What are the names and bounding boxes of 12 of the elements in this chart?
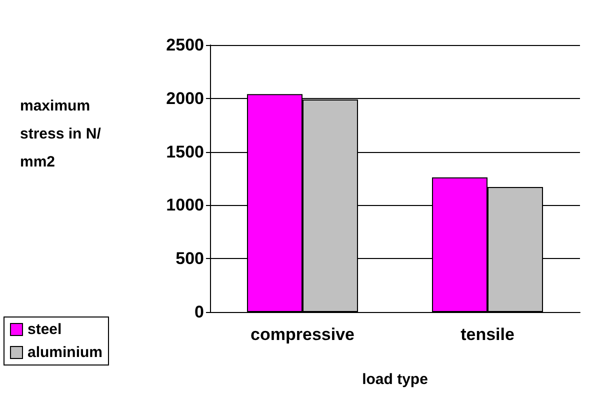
y-tick-label: 2500 [166,36,204,54]
y-tick-label: 0 [194,302,204,322]
y-axis-title: maximum stress in N/mm2 [20,98,102,170]
y-tick-label: 2000 [166,88,204,108]
y-tick-label: 500 [176,249,204,268]
legend-label: aluminium [28,344,103,361]
y-tick-label: 1500 [166,142,204,162]
x-axis-title: load type [362,371,428,388]
legend-label: steel [28,321,62,338]
y-tick-label: 1000 [166,196,204,215]
x-tick-label: tensile [460,325,514,344]
x-tick-label: compressive [250,325,354,344]
